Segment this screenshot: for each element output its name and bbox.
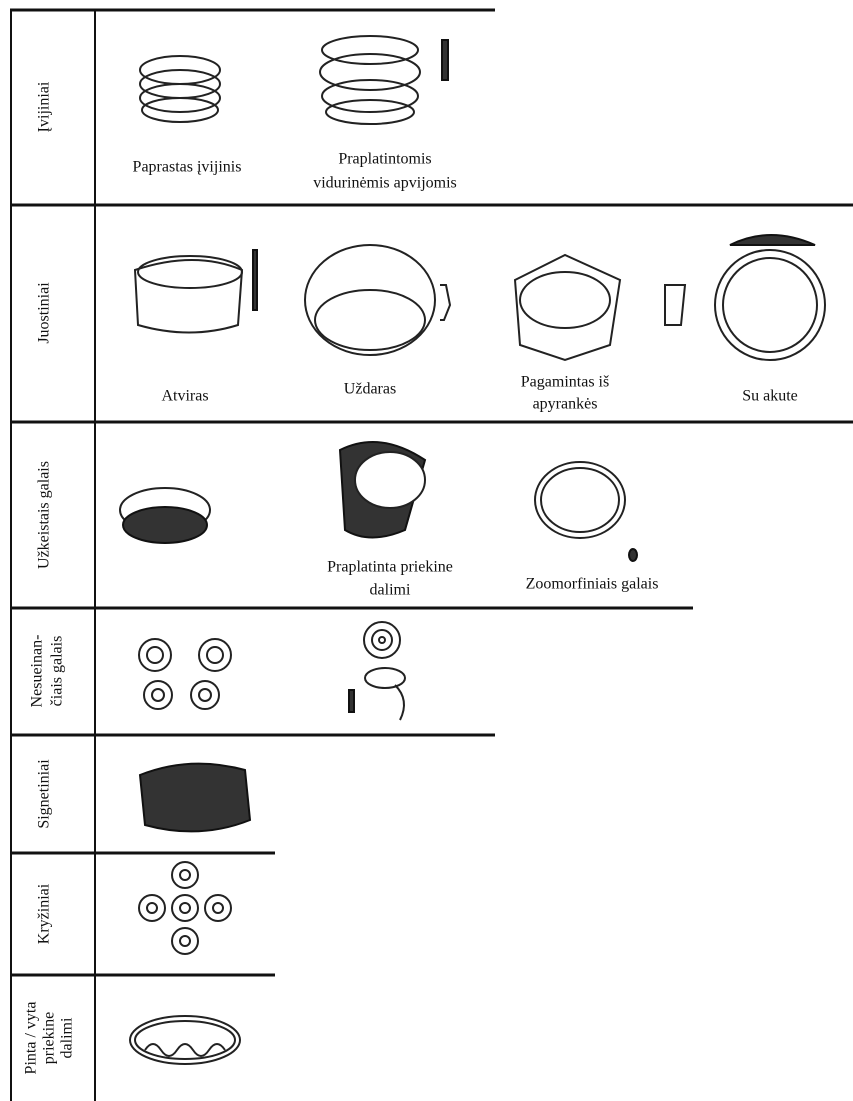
caption: Praplatinta priekine bbox=[327, 559, 453, 576]
captions: Paprastas įvijinis Praplatintomis viduri… bbox=[133, 151, 798, 599]
caption: Praplatintomis bbox=[338, 151, 431, 168]
row-labels: Įvijiniai Juostiniai Užkeistais galais N… bbox=[23, 81, 76, 1074]
row-label: Pinta / vyta bbox=[23, 1002, 40, 1075]
caption: Su akute bbox=[742, 388, 798, 405]
caption: apyrankės bbox=[533, 396, 598, 413]
row-label: Signetiniai bbox=[36, 759, 53, 829]
row-label: čiais galais bbox=[49, 636, 66, 707]
caption: Uždaras bbox=[344, 381, 396, 398]
row-label: Užkeistais galais bbox=[36, 461, 53, 569]
row-label: priekine bbox=[41, 1012, 58, 1064]
caption: dalimi bbox=[370, 582, 411, 599]
caption: Atviras bbox=[161, 388, 208, 405]
row-label: Kryžiniai bbox=[36, 883, 53, 944]
row-label: Juostiniai bbox=[36, 282, 53, 344]
caption: Pagamintas iš bbox=[521, 374, 609, 391]
caption: Zoomorfiniais galais bbox=[526, 576, 659, 593]
table-lines bbox=[10, 8, 853, 1101]
drawings bbox=[119, 35, 826, 1065]
row-label: Įvijiniai bbox=[36, 81, 53, 132]
caption: Paprastas įvijinis bbox=[133, 159, 242, 176]
row-label: Nesueinan- bbox=[29, 635, 46, 708]
caption: vidurinėmis apvijomis bbox=[313, 175, 457, 192]
row-label: dalimi bbox=[59, 1017, 76, 1058]
